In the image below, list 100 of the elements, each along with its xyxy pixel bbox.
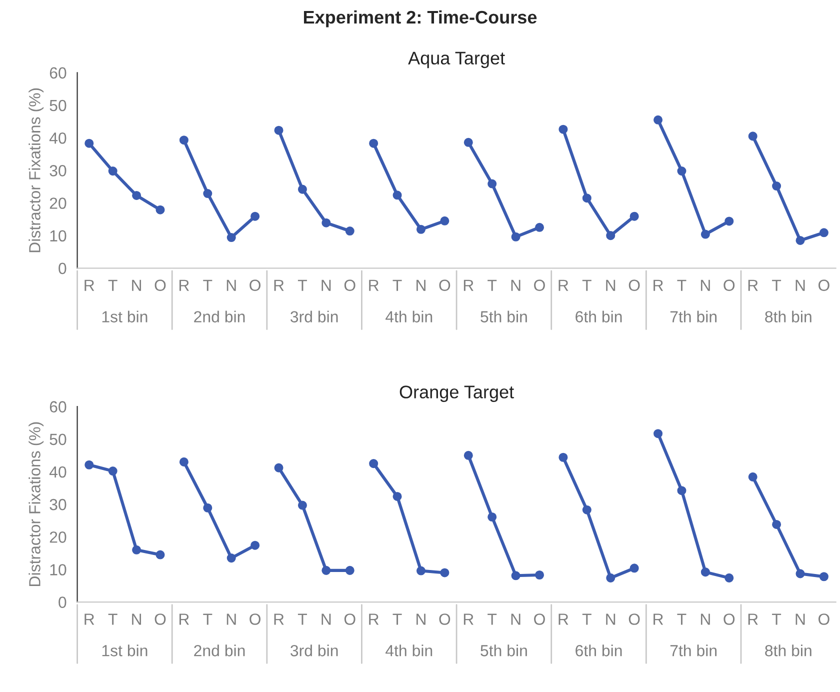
y-tick-label: 0 bbox=[58, 262, 66, 274]
chart-subtitle: Aqua Target bbox=[408, 52, 505, 68]
y-tick-label: 40 bbox=[49, 466, 66, 478]
text: 3rd bin bbox=[290, 644, 338, 656]
x-tick-label: T bbox=[772, 614, 782, 625]
y-tick-label: 30 bbox=[50, 498, 66, 510]
point bbox=[203, 189, 212, 198]
point bbox=[322, 566, 331, 575]
point bbox=[724, 573, 734, 582]
text: 6th bin bbox=[576, 644, 622, 656]
point bbox=[606, 231, 616, 240]
point bbox=[464, 138, 473, 147]
point bbox=[700, 568, 710, 577]
point bbox=[108, 466, 118, 476]
point bbox=[226, 233, 236, 242]
x-tick-label: R bbox=[179, 614, 189, 625]
x-tick-label: T bbox=[108, 280, 118, 291]
x-tick-label: O bbox=[818, 614, 830, 625]
point bbox=[226, 554, 236, 563]
point bbox=[511, 232, 520, 242]
x-tick-label: O bbox=[250, 614, 261, 625]
x-tick-label: R bbox=[84, 280, 94, 291]
point bbox=[440, 216, 450, 226]
text: 5th bin bbox=[480, 310, 527, 322]
x-tick-label: R bbox=[558, 614, 568, 625]
point bbox=[534, 222, 544, 232]
point bbox=[369, 138, 378, 148]
point bbox=[582, 505, 592, 514]
point bbox=[250, 540, 260, 550]
x-tick-label: N bbox=[322, 280, 331, 291]
point bbox=[156, 205, 165, 214]
point bbox=[440, 568, 450, 578]
x-tick-label: O bbox=[439, 614, 450, 625]
y-tick-label: 10 bbox=[50, 230, 66, 242]
x-tick-label: N bbox=[132, 280, 142, 291]
x-tick-label: R bbox=[464, 280, 474, 291]
x-tick-label: T bbox=[392, 614, 402, 625]
x-tick-label: N bbox=[606, 614, 616, 625]
text: 2nd bin bbox=[194, 310, 245, 322]
x-tick-label: T bbox=[488, 614, 497, 625]
y-tick-label: 50 bbox=[50, 100, 66, 112]
y-tick-label: 30 bbox=[50, 165, 66, 176]
x-tick-label: T bbox=[203, 614, 212, 625]
point bbox=[724, 216, 734, 226]
x-tick-label: N bbox=[700, 280, 710, 291]
x-tick-label: N bbox=[796, 614, 805, 625]
x-tick-label: O bbox=[818, 280, 830, 291]
point bbox=[677, 486, 686, 496]
x-tick-label: N bbox=[416, 280, 426, 291]
point bbox=[108, 166, 118, 176]
x-tick-label: T bbox=[203, 280, 212, 291]
text: 8th bin bbox=[765, 644, 812, 656]
point bbox=[748, 132, 758, 141]
y-tick-label: 60 bbox=[50, 401, 66, 412]
point bbox=[630, 564, 639, 573]
x-tick-label: O bbox=[154, 614, 166, 625]
y-tick-label: 10 bbox=[50, 564, 66, 576]
point bbox=[511, 571, 520, 580]
y-axis-title: Distractor Fixations (%) bbox=[28, 88, 44, 252]
x-tick-label: T bbox=[677, 280, 686, 291]
x-tick-label: R bbox=[179, 280, 189, 291]
x-tick-label: N bbox=[322, 614, 331, 625]
point bbox=[392, 190, 402, 200]
x-tick-label: O bbox=[344, 280, 356, 291]
point bbox=[582, 194, 592, 203]
point bbox=[156, 550, 165, 560]
x-tick-label: N bbox=[700, 614, 710, 625]
x-tick-label: R bbox=[369, 614, 379, 625]
point bbox=[488, 512, 497, 522]
x-tick-label: R bbox=[274, 280, 284, 291]
x-tick-label: T bbox=[392, 280, 402, 291]
x-tick-label: O bbox=[154, 280, 166, 291]
point bbox=[416, 224, 426, 234]
y-tick-label: 40 bbox=[49, 132, 66, 144]
point bbox=[322, 218, 331, 228]
point bbox=[84, 460, 94, 470]
text: 3rd bin bbox=[290, 310, 338, 322]
text: 4th bin bbox=[386, 644, 432, 656]
y-tick-label: 60 bbox=[50, 67, 66, 79]
point bbox=[796, 569, 805, 578]
point bbox=[298, 500, 307, 510]
point bbox=[534, 570, 544, 580]
point bbox=[677, 166, 686, 176]
y-tick-label: 50 bbox=[50, 434, 66, 446]
point bbox=[369, 459, 378, 468]
x-tick-label: R bbox=[84, 614, 94, 625]
y-tick-label: 20 bbox=[50, 198, 66, 209]
chart-subtitle: Orange Target bbox=[400, 386, 514, 402]
point bbox=[274, 126, 284, 135]
x-tick-label: O bbox=[628, 280, 640, 291]
x-tick-label: N bbox=[132, 614, 142, 625]
x-tick-label: T bbox=[298, 280, 307, 291]
text: 1st bin bbox=[102, 644, 148, 656]
x-tick-label: T bbox=[582, 614, 592, 625]
x-tick-label: N bbox=[511, 280, 520, 291]
point bbox=[392, 492, 402, 501]
point bbox=[250, 212, 260, 221]
x-tick-label: O bbox=[724, 280, 735, 291]
x-tick-label: O bbox=[628, 614, 640, 625]
y-tick-label: 0 bbox=[58, 596, 66, 608]
